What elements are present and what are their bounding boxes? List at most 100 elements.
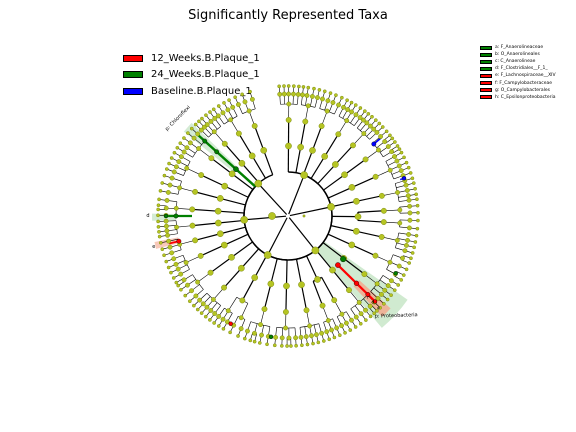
tree-node <box>371 126 377 132</box>
tree-node <box>375 309 379 313</box>
tree-node <box>181 149 187 155</box>
branch <box>351 244 376 257</box>
tree-node <box>286 91 292 97</box>
tree-node <box>158 241 163 245</box>
branch <box>321 277 335 301</box>
tree-node <box>327 203 335 211</box>
highlighted-node <box>202 138 208 144</box>
tree-node <box>240 92 244 97</box>
tree-node <box>353 227 360 235</box>
tree-node <box>164 167 169 171</box>
branch <box>288 174 305 215</box>
tree-node <box>216 230 224 238</box>
tree-node <box>175 145 180 150</box>
tree-node <box>248 152 256 160</box>
tree-node <box>277 84 281 89</box>
tree-node <box>174 280 179 285</box>
taxa-label: g: O_Campylobacterales <box>495 87 550 93</box>
tree-node <box>215 219 222 227</box>
clade-label: c <box>365 295 371 301</box>
tree-node <box>411 181 416 185</box>
tree-node <box>169 270 173 275</box>
tree-node <box>394 238 400 243</box>
tree-node <box>353 198 360 205</box>
tree-node <box>208 318 212 322</box>
tree-node <box>356 300 362 305</box>
tree-node <box>406 197 412 203</box>
group-legend: 12_Weeks.B.Plaque_1 24_Weeks.B.Plaque_1 … <box>123 50 260 100</box>
tree-node <box>382 139 388 144</box>
tree-node <box>178 271 184 277</box>
branch <box>332 269 350 291</box>
tree-node <box>225 107 231 113</box>
tree-node <box>407 217 413 223</box>
tree-node <box>212 116 218 121</box>
tree-node <box>364 318 368 322</box>
branch <box>327 186 353 199</box>
tree-node <box>228 117 234 123</box>
tree-node <box>184 145 190 151</box>
tree-node <box>283 309 289 315</box>
tree-node <box>289 344 293 348</box>
branch <box>263 150 274 175</box>
tree-node <box>198 172 205 178</box>
tree-node <box>416 218 420 223</box>
tree-node <box>331 297 338 304</box>
tree-node <box>211 107 216 112</box>
tree-node <box>189 288 194 294</box>
branch <box>240 303 249 318</box>
branch <box>231 173 254 190</box>
tree-node <box>222 101 226 105</box>
tree-node <box>361 131 367 136</box>
tree-node <box>179 287 183 292</box>
tree-node <box>394 158 400 164</box>
tree-node <box>314 276 321 283</box>
taxa-swatch <box>480 66 492 71</box>
tree-node <box>189 222 196 229</box>
tree-node <box>304 93 310 98</box>
tree-node <box>377 121 382 126</box>
tree-node <box>316 340 321 345</box>
tree-node <box>230 104 236 110</box>
tree-node <box>181 277 187 283</box>
tree-node <box>173 164 179 170</box>
tree-node <box>216 104 221 108</box>
tree-node <box>345 98 349 103</box>
tree-node <box>400 255 405 261</box>
tree-node <box>192 188 198 195</box>
tree-node <box>366 112 371 116</box>
tree-node <box>235 130 242 137</box>
branch <box>285 259 288 286</box>
branch <box>317 164 336 185</box>
legend-item-12-weeks: 12_Weeks.B.Plaque_1 <box>123 50 260 67</box>
branch <box>241 162 260 184</box>
highlighted-node <box>173 213 179 219</box>
tree-node <box>409 256 413 261</box>
highlight-e <box>154 237 180 249</box>
tree-node <box>197 119 201 124</box>
taxa-legend-item: b: O_Anaerolineales <box>480 51 556 58</box>
tree-node <box>277 91 283 97</box>
tree-node <box>156 219 160 224</box>
tree-node <box>353 112 359 118</box>
tree-node <box>324 329 330 335</box>
branch <box>344 158 366 176</box>
tree-nodes <box>156 84 420 348</box>
tree-node <box>311 246 320 255</box>
tree-node <box>211 129 217 135</box>
tree-node <box>167 182 173 188</box>
tree-node <box>195 279 201 285</box>
tree-node <box>214 207 222 215</box>
tree-node <box>344 320 349 326</box>
tree-node <box>363 307 368 313</box>
tree-node <box>156 213 160 218</box>
tree-node <box>200 301 206 307</box>
tree-node <box>413 240 418 244</box>
tree-node <box>298 281 305 288</box>
branch <box>254 125 265 151</box>
tree-node <box>248 89 252 94</box>
tree-node <box>251 274 259 281</box>
tree-node <box>382 301 386 306</box>
tree-node <box>176 159 182 165</box>
tree-node <box>348 184 356 191</box>
